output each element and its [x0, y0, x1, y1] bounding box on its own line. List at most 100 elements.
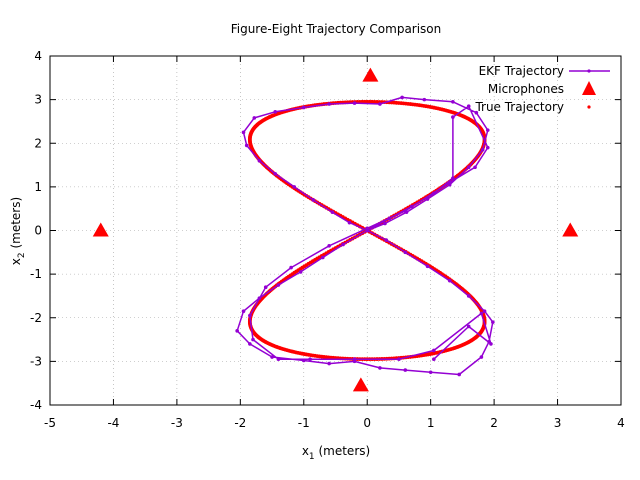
chart-title: Figure-Eight Trajectory Comparison: [231, 22, 442, 36]
ekf-trajectory-point: [241, 130, 246, 135]
ekf-trajectory-point: [257, 158, 262, 163]
ekf-trajectory-point: [273, 110, 278, 114]
ekf-trajectory-point: [241, 309, 246, 314]
ekf-trajectory-point: [252, 116, 257, 120]
x-tick-label: -3: [171, 416, 183, 430]
ekf-trajectory-point: [489, 342, 493, 346]
ekf-trajectory-point: [409, 204, 414, 209]
ekf-trajectory-point: [257, 296, 262, 300]
y-axis-label-base: x: [9, 258, 23, 265]
x-axis-label-base: x: [302, 444, 309, 458]
ekf-trajectory-point: [387, 216, 392, 221]
ekf-trajectory-point: [248, 313, 252, 318]
ekf-trajectory-point: [485, 145, 490, 150]
legend-swatch-ekf-dot: [587, 69, 591, 73]
ekf-trajectory-point: [298, 270, 303, 274]
microphone-marker: [562, 222, 579, 237]
ekf-trajectory-point: [451, 115, 455, 119]
y-axis-label-sub: 2: [17, 252, 27, 258]
ekf-trajectory-point: [289, 265, 293, 270]
ekf-trajectory-point: [480, 147, 485, 152]
ekf-trajectory-point: [251, 337, 255, 342]
ekf-trajectory-point: [383, 221, 387, 226]
ekf-trajectory-point: [301, 358, 306, 363]
ekf-trajectory-point: [447, 180, 452, 185]
ekf-trajectory-point: [397, 357, 401, 361]
microphone-marker: [352, 377, 369, 392]
microphone-marker: [92, 222, 109, 237]
ekf-trajectory-point: [466, 294, 471, 298]
y-tick-label: -2: [30, 311, 42, 325]
x-tick-label: -1: [298, 416, 310, 430]
y-tick-label: 1: [34, 180, 42, 194]
ekf-trajectory-point: [235, 329, 239, 333]
ekf-trajectory-point: [327, 361, 331, 366]
ekf-trajectory-series: [235, 95, 495, 377]
ekf-trajectory-point: [432, 348, 436, 353]
ekf-trajectory-point: [432, 191, 436, 196]
ekf-trajectory-point: [276, 357, 281, 361]
ekf-trajectory-point: [491, 320, 495, 324]
y-tick-label: 0: [34, 224, 42, 238]
ekf-trajectory-point: [466, 324, 471, 329]
ekf-trajectory-point: [451, 100, 455, 104]
y-axis-label: x2 (meters): [9, 197, 27, 265]
x-axis-label: x1 (meters): [302, 444, 370, 462]
ekf-trajectory-point: [474, 110, 479, 115]
y-tick-label: -1: [30, 267, 42, 281]
ekf-trajectory-point: [292, 185, 297, 189]
ekf-trajectory-point: [482, 309, 487, 314]
legend-swatch-microphones: [582, 81, 596, 95]
ekf-trajectory-point: [352, 101, 357, 105]
ekf-trajectory-point: [457, 372, 462, 377]
ekf-trajectory-point: [327, 102, 331, 106]
ekf-trajectory-point: [479, 311, 484, 316]
ekf-trajectory-point: [311, 198, 316, 202]
x-axis-label-rest: (meters): [315, 444, 371, 458]
y-tick-label: 2: [34, 136, 42, 150]
ekf-trajectory-point: [263, 285, 268, 290]
x-tick-label: -5: [44, 416, 56, 430]
ekf-trajectory-point: [327, 243, 331, 248]
legend: EKF Trajectory Microphones True Trajecto…: [474, 64, 610, 114]
ekf-trajectory-point: [425, 264, 430, 269]
ekf-trajectory-point: [485, 128, 490, 132]
ekf-trajectory-point: [301, 105, 306, 110]
x-tick-label: 2: [490, 416, 498, 430]
x-tick-label: -4: [107, 416, 119, 430]
ekf-trajectory-point: [384, 238, 389, 242]
ekf-trajectory-point: [341, 242, 345, 247]
legend-label-true: True Trajectory: [474, 100, 564, 114]
ekf-trajectory-point: [447, 278, 452, 283]
y-tick-label: 4: [34, 49, 42, 63]
microphones-series: [92, 67, 579, 392]
ekf-trajectory-point: [378, 102, 382, 106]
ekf-trajectory-point: [330, 210, 335, 214]
x-tick-label: -2: [234, 416, 246, 430]
ekf-trajectory-point: [479, 355, 484, 359]
ekf-trajectory-point: [244, 143, 249, 148]
y-axis-label-rest: (meters): [9, 197, 23, 253]
ekf-trajectory-point: [352, 357, 357, 361]
ekf-trajectory-point: [428, 370, 433, 375]
ekf-trajectory-point: [248, 342, 252, 346]
microphone-marker: [362, 67, 379, 82]
x-axis-label-sub: 1: [309, 452, 315, 462]
ekf-trajectory-point: [473, 165, 477, 170]
x-tick-label: 1: [427, 416, 435, 430]
ekf-trajectory-point: [403, 250, 408, 255]
ekf-trajectory-point: [276, 283, 281, 287]
y-tick-label: 3: [34, 93, 42, 107]
ekf-trajectory-point: [432, 357, 436, 361]
ekf-trajectory-point: [466, 104, 471, 108]
ekf-trajectory-point: [422, 97, 427, 102]
ekf-trajectory-point: [403, 209, 408, 213]
ekf-trajectory-line: [236, 96, 494, 376]
legend-label-ekf: EKF Trajectory: [479, 64, 564, 78]
x-tick-label: 3: [554, 416, 562, 430]
y-tick-label: -3: [30, 354, 42, 368]
legend-swatch-true: [587, 105, 591, 109]
ekf-trajectory-point: [400, 95, 404, 100]
